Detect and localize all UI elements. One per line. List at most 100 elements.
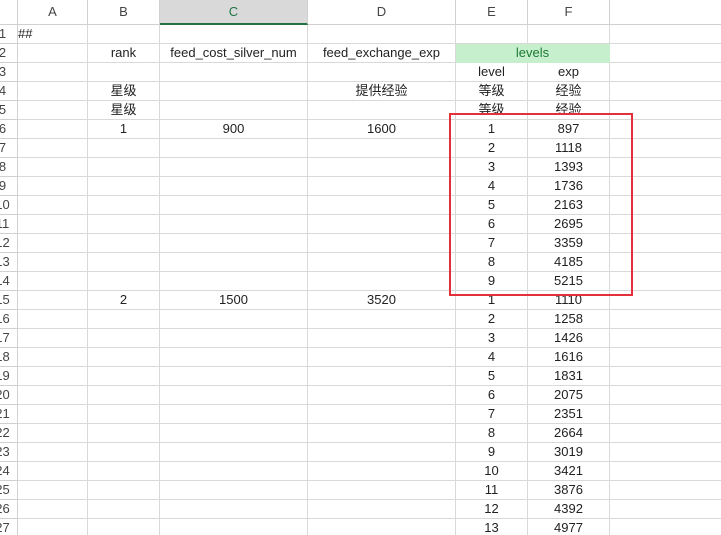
cell[interactable]: 7 (456, 234, 528, 253)
empty-cell[interactable] (308, 443, 456, 462)
cell[interactable]: 2 (456, 310, 528, 329)
empty-cell[interactable] (88, 367, 160, 386)
row-header[interactable]: 8 (0, 158, 18, 177)
cell[interactable]: 2664 (528, 424, 610, 443)
cell[interactable]: 2695 (528, 215, 610, 234)
empty-cell[interactable] (18, 253, 88, 272)
empty-cell[interactable] (610, 82, 721, 101)
empty-cell[interactable] (160, 443, 308, 462)
cell[interactable]: 1 (456, 120, 528, 139)
cell[interactable]: 8 (456, 253, 528, 272)
cell[interactable]: 5 (456, 196, 528, 215)
empty-cell[interactable] (160, 234, 308, 253)
empty-cell[interactable] (160, 177, 308, 196)
cell[interactable]: 6 (456, 386, 528, 405)
empty-cell[interactable] (160, 253, 308, 272)
cell[interactable]: feed_cost_silver_num (160, 44, 308, 63)
cell[interactable]: 1736 (528, 177, 610, 196)
empty-cell[interactable] (18, 481, 88, 500)
empty-cell[interactable] (610, 329, 721, 348)
empty-cell[interactable] (18, 500, 88, 519)
cell[interactable]: 2075 (528, 386, 610, 405)
empty-cell[interactable] (88, 158, 160, 177)
cell[interactable]: 6 (456, 215, 528, 234)
cell[interactable]: 9 (456, 443, 528, 462)
empty-cell[interactable] (160, 500, 308, 519)
empty-cell[interactable] (610, 120, 721, 139)
column-header[interactable]: D (308, 0, 456, 25)
empty-cell[interactable] (88, 405, 160, 424)
cell[interactable]: ## (18, 25, 88, 44)
row-header[interactable]: 17 (0, 329, 18, 348)
cell[interactable]: 1426 (528, 329, 610, 348)
empty-cell[interactable] (160, 272, 308, 291)
cell[interactable]: 经验 (528, 82, 610, 101)
empty-cell[interactable] (610, 101, 721, 120)
empty-cell[interactable] (308, 25, 456, 44)
empty-cell[interactable] (88, 310, 160, 329)
cell[interactable]: 提供经验 (308, 82, 456, 101)
empty-cell[interactable] (18, 139, 88, 158)
cell[interactable]: 4185 (528, 253, 610, 272)
empty-cell[interactable] (18, 215, 88, 234)
empty-cell[interactable] (160, 310, 308, 329)
empty-cell[interactable] (610, 234, 721, 253)
row-header[interactable]: 14 (0, 272, 18, 291)
row-header[interactable]: 21 (0, 405, 18, 424)
empty-cell[interactable] (308, 253, 456, 272)
cell[interactable]: 7 (456, 405, 528, 424)
row-header[interactable]: 10 (0, 196, 18, 215)
empty-cell[interactable] (18, 310, 88, 329)
cell[interactable]: 1 (456, 291, 528, 310)
empty-cell[interactable] (88, 462, 160, 481)
empty-cell[interactable] (88, 443, 160, 462)
empty-cell[interactable] (18, 158, 88, 177)
empty-cell[interactable] (88, 386, 160, 405)
empty-cell[interactable] (308, 462, 456, 481)
cell[interactable]: 1118 (528, 139, 610, 158)
empty-cell[interactable] (528, 25, 610, 44)
row-header[interactable]: 16 (0, 310, 18, 329)
cell[interactable]: 9 (456, 272, 528, 291)
empty-cell[interactable] (308, 424, 456, 443)
empty-cell[interactable] (18, 120, 88, 139)
empty-cell[interactable] (610, 500, 721, 519)
cell[interactable]: 4392 (528, 500, 610, 519)
cell[interactable]: 13 (456, 519, 528, 535)
empty-cell[interactable] (308, 101, 456, 120)
row-header[interactable]: 19 (0, 367, 18, 386)
empty-cell[interactable] (610, 177, 721, 196)
cell[interactable]: 等级 (456, 82, 528, 101)
empty-cell[interactable] (308, 139, 456, 158)
empty-cell[interactable] (18, 101, 88, 120)
empty-cell[interactable] (18, 44, 88, 63)
empty-cell[interactable] (610, 481, 721, 500)
empty-cell[interactable] (160, 101, 308, 120)
empty-cell[interactable] (160, 386, 308, 405)
column-header[interactable]: A (18, 0, 88, 25)
empty-cell[interactable] (18, 196, 88, 215)
cell[interactable]: 1616 (528, 348, 610, 367)
cell[interactable]: 5 (456, 367, 528, 386)
empty-cell[interactable] (88, 424, 160, 443)
empty-cell[interactable] (610, 158, 721, 177)
empty-cell[interactable] (18, 329, 88, 348)
row-header[interactable]: 11 (0, 215, 18, 234)
empty-cell[interactable] (308, 234, 456, 253)
empty-cell[interactable] (160, 25, 308, 44)
empty-cell[interactable] (88, 253, 160, 272)
cell[interactable]: 2 (456, 139, 528, 158)
empty-cell[interactable] (610, 310, 721, 329)
cell[interactable]: exp (528, 63, 610, 82)
row-header[interactable]: 24 (0, 462, 18, 481)
empty-cell[interactable] (308, 348, 456, 367)
empty-cell[interactable] (18, 291, 88, 310)
cell[interactable]: 4977 (528, 519, 610, 535)
empty-cell[interactable] (308, 310, 456, 329)
empty-cell[interactable] (88, 348, 160, 367)
empty-cell[interactable] (160, 405, 308, 424)
cell[interactable]: 4 (456, 348, 528, 367)
cell[interactable]: 10 (456, 462, 528, 481)
empty-cell[interactable] (610, 367, 721, 386)
empty-cell[interactable] (308, 63, 456, 82)
